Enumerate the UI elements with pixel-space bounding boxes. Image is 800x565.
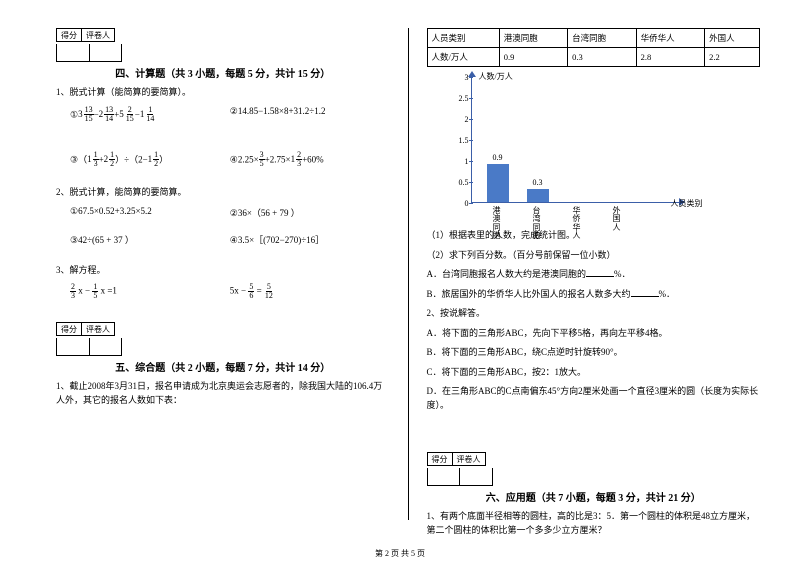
category-label: 外国人 <box>611 207 623 232</box>
score-box-sec5: 得分 评卷人 <box>56 322 122 356</box>
sec4-q1b: ②14.85−1.58×8+31.2÷1.2 <box>230 106 390 123</box>
sec4-q1a: ①31315−21314+5215−1114 <box>70 106 230 123</box>
sec5-q1: 1、截止2008年3月31日，报名申请成为北京奥运会志愿者的，除我国大陆的106… <box>56 380 390 407</box>
rq-2a: A．台湾同胞报名人数大约是港澳同胞的%． <box>427 268 761 282</box>
y-tick: 2.5 <box>455 94 469 103</box>
y-tick: 1 <box>455 157 469 166</box>
sec5-title: 五、综合题（共 2 小题，每题 7 分，共计 14 分） <box>56 359 390 374</box>
sec4-q3-row: 23 x − 15 x =1 5x − 56 = 512 <box>56 283 390 300</box>
tick-mark <box>469 98 473 99</box>
sec4-q2b: ②36×（56 + 79 ） <box>230 206 390 219</box>
sec4-q2-row2: ③42÷(65 + 37 ） ④3.5×［(702−270)÷16］ <box>56 233 390 246</box>
category-label: 华侨华人 <box>571 207 583 241</box>
blank-line <box>586 268 614 277</box>
bar-value: 0.3 <box>527 178 549 187</box>
grader-label: 评卷人 <box>82 28 115 42</box>
rq-2b: B．旅居国外的华侨华人比外国人的报名人数多大约%． <box>427 288 761 302</box>
data-table: 人员类别 港澳同胞 台湾同胞 华侨华人 外国人 人数/万人 0.9 0.3 2.… <box>427 28 761 67</box>
y-tick: 0 <box>455 199 469 208</box>
td-v2: 0.3 <box>568 48 636 67</box>
y-tick: 3 <box>455 73 469 82</box>
sec4-q3b: 5x − 56 = 512 <box>230 283 390 300</box>
td-v4: 2.2 <box>705 48 760 67</box>
x-axis <box>471 202 681 203</box>
sec4-q1: 1、脱式计算（能简算的要简算）。 <box>56 86 390 100</box>
tick-mark <box>469 161 473 162</box>
q1a-pre: ① <box>70 109 78 119</box>
sec4-q2c: ③42÷(65 + 37 ） <box>70 233 230 246</box>
sec4-q3a: 23 x − 15 x =1 <box>70 283 230 300</box>
category-label: 港澳同胞 <box>491 207 503 241</box>
th-hk: 港澳同胞 <box>499 29 567 48</box>
tick-mark <box>469 119 473 120</box>
bar-chart: 人数/万人 人员类别 00.511.522.53 0.90.3 港澳同胞台湾同胞… <box>441 73 701 223</box>
y-tick: 2 <box>455 115 469 124</box>
blank-line <box>631 288 659 297</box>
table-row: 人员类别 港澳同胞 台湾同胞 华侨华人 外国人 <box>427 29 760 48</box>
sec4-q2-row1: ①67.5×0.52+3.25×5.2 ②36×（56 + 79 ） <box>56 206 390 219</box>
rq-q2b: B．将下面的三角形ABC，绕C点逆时针旋转90°。 <box>427 346 761 360</box>
th-hq: 华侨华人 <box>636 29 704 48</box>
sec4-q2a: ①67.5×0.52+3.25×5.2 <box>70 206 230 219</box>
tick-mark <box>469 140 473 141</box>
page-footer: 第 2 页 共 5 页 <box>0 548 800 559</box>
th-fg: 外国人 <box>705 29 760 48</box>
sec4-title: 四、计算题（共 3 小题，每题 5 分，共计 15 分） <box>56 65 390 80</box>
rq-q2: 2、按说解答。 <box>427 307 761 321</box>
sec4-q1d: ④2.25×35+2.75×123+60% <box>230 151 390 169</box>
rq-q2a: A．将下面的三角形ABC，先向下平移5格，再向左平移4格。 <box>427 327 761 341</box>
chart-bar <box>527 189 549 202</box>
rq-2: （2）求下列百分数。（百分号前保留一位小数） <box>427 249 761 263</box>
y-tick: 0.5 <box>455 178 469 187</box>
sec4-q1-row2: ③（113+212）÷（2−112） ④2.25×35+2.75×123+60% <box>56 151 390 169</box>
table-row: 人数/万人 0.9 0.3 2.8 2.2 <box>427 48 760 67</box>
score-label: 得分 <box>56 28 82 42</box>
right-column: 人员类别 港澳同胞 台湾同胞 华侨华人 外国人 人数/万人 0.9 0.3 2.… <box>409 28 761 520</box>
tick-mark <box>469 203 473 204</box>
score-box-sec4: 得分 评卷人 <box>56 28 122 62</box>
sec4-q3: 3、解方程。 <box>56 264 390 278</box>
left-column: 得分 评卷人 四、计算题（共 3 小题，每题 5 分，共计 15 分） 1、脱式… <box>56 28 409 520</box>
y-tick: 1.5 <box>455 136 469 145</box>
bar-value: 0.9 <box>487 153 509 162</box>
chart-bar <box>487 164 509 202</box>
sec6-title: 六、应用题（共 7 小题，每题 3 分，共计 21 分） <box>427 489 761 504</box>
y-axis-label: 人数/万人 <box>479 71 513 82</box>
sec4-q2: 2、脱式计算，能简算的要简算。 <box>56 186 390 200</box>
tick-mark <box>469 182 473 183</box>
td-label: 人数/万人 <box>427 48 499 67</box>
tick-mark <box>469 77 473 78</box>
th-cat: 人员类别 <box>427 29 499 48</box>
rq-1: （1）根据表里的人数，完成统计图。 <box>427 229 761 243</box>
sec6-q1: 1、有两个底面半径相等的圆柱，高的比是3：5．第一个圆柱的体积是48立方厘米，第… <box>427 510 761 537</box>
sec4-q1c: ③（113+212）÷（2−112） <box>70 151 230 169</box>
rq-q2c: C．将下面的三角形ABC，按2：1放大。 <box>427 366 761 380</box>
td-v3: 2.8 <box>636 48 704 67</box>
x-axis-label: 人员类别 <box>671 198 703 209</box>
sec4-q2d: ④3.5×［(702−270)÷16］ <box>230 233 390 246</box>
score-box-sec6: 得分 评卷人 <box>427 452 493 486</box>
category-label: 台湾同胞 <box>531 207 543 241</box>
th-tw: 台湾同胞 <box>568 29 636 48</box>
rq-q2d: D．在三角形ABC的C点南偏东45°方向2厘米处画一个直径3厘米的圆（长度为实际… <box>427 385 761 412</box>
td-v1: 0.9 <box>499 48 567 67</box>
sec4-q1-row1: ①31315−21314+5215−1114 ②14.85−1.58×8+31.… <box>56 106 390 123</box>
